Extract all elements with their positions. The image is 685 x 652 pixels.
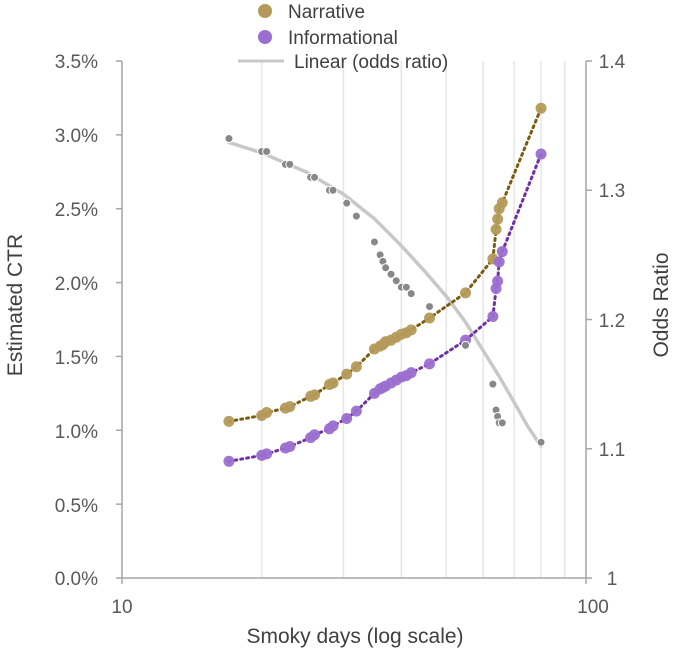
informational-point — [493, 256, 505, 268]
y2-axis-title: Odds Ratio — [650, 252, 673, 357]
x-tick-label: 100 — [577, 597, 609, 618]
narrative-point — [405, 324, 417, 336]
y-tick-label: 0.0% — [55, 569, 98, 590]
plot-area — [223, 102, 547, 467]
narrative-point — [327, 377, 339, 389]
y2-tick-label: 1.2 — [599, 311, 625, 332]
series-line-narrative — [227, 106, 543, 423]
odds-ratio-point — [497, 418, 507, 428]
odds-ratio-point — [406, 289, 416, 299]
odds-ratio-point — [285, 159, 295, 169]
odds-ratio-point — [310, 172, 320, 182]
narrative-point — [535, 102, 547, 114]
informational-point — [496, 246, 508, 258]
grid-lines — [260, 61, 566, 578]
legend-marker-informational — [258, 30, 272, 44]
odds-ratio-point — [328, 185, 338, 195]
informational-point — [424, 358, 436, 370]
odds-ratio-point — [401, 282, 411, 292]
informational-point — [284, 441, 296, 453]
informational-point — [350, 405, 362, 417]
y-tick-label: 1.5% — [55, 348, 98, 369]
narrative-point — [460, 287, 472, 299]
y-tick-label: 2.0% — [55, 274, 98, 295]
odds-ratio-point — [488, 379, 498, 389]
informational-point — [492, 275, 504, 287]
y-axis-ticks: 0.0% 0.5% 1.0% 1.5% 2.0% 2.5% 3.0% 3.5% — [55, 52, 98, 590]
y-tick-label: 3.0% — [55, 126, 98, 147]
axes — [116, 60, 592, 584]
narrative-point — [261, 407, 273, 419]
narrative-point — [490, 223, 502, 235]
odds-ratio-point — [342, 198, 352, 208]
y-tick-label: 3.5% — [55, 52, 98, 73]
legend-label-narrative: Narrative — [288, 2, 365, 23]
odds-ratio-point — [224, 134, 234, 144]
y2-tick-label: 1.3 — [599, 181, 625, 202]
informational-point — [405, 367, 417, 379]
y2-tick-label: 1.4 — [599, 52, 626, 73]
narrative-point — [309, 389, 321, 401]
legend: Narrative Informational Linear (odds rat… — [238, 2, 448, 73]
narrative-point — [284, 401, 296, 413]
x-axis-ticks: 10 100 — [111, 597, 608, 618]
legend-label-linear: Linear (odds ratio) — [294, 52, 448, 73]
y-axis-title: Estimated CTR — [4, 234, 27, 376]
legend-marker-narrative — [258, 4, 272, 18]
odds-ratio-point — [386, 269, 396, 279]
x-tick-label: 10 — [111, 597, 132, 618]
odds-ratio-point — [391, 276, 401, 286]
legend-label-informational: Informational — [288, 28, 398, 49]
y-tick-label: 2.5% — [55, 200, 98, 221]
informational-point — [309, 429, 321, 441]
narrative-point — [424, 312, 436, 324]
informational-point — [487, 311, 499, 323]
informational-point — [341, 412, 353, 424]
informational-point — [535, 148, 547, 160]
y2-tick-label: 1 — [607, 569, 618, 590]
odds-ratio-point — [369, 237, 379, 247]
odds-ratio-point — [381, 263, 391, 273]
y-tick-label: 1.0% — [55, 422, 98, 443]
narrative-point — [350, 361, 362, 373]
y2-tick-label: 1.1 — [599, 440, 625, 461]
narrative-point — [341, 368, 353, 380]
informational-point — [223, 455, 235, 467]
x-axis-title: Smoky days (log scale) — [246, 625, 463, 648]
odds-ratio-point — [461, 340, 471, 350]
odds-ratio-point — [425, 302, 435, 312]
odds-ratio-point — [262, 146, 272, 156]
narrative-point — [492, 213, 504, 225]
series-line-linear-odds-ratio — [227, 140, 543, 448]
y-tick-label: 0.5% — [55, 496, 98, 517]
y2-axis-ticks: 1 1.1 1.2 1.3 1.4 — [599, 52, 626, 590]
informational-point — [261, 448, 273, 460]
narrative-point — [496, 197, 508, 209]
odds-ratio-point — [351, 211, 361, 221]
narrative-point — [223, 415, 235, 427]
odds-ratio-point — [536, 437, 546, 447]
informational-point — [327, 420, 339, 432]
